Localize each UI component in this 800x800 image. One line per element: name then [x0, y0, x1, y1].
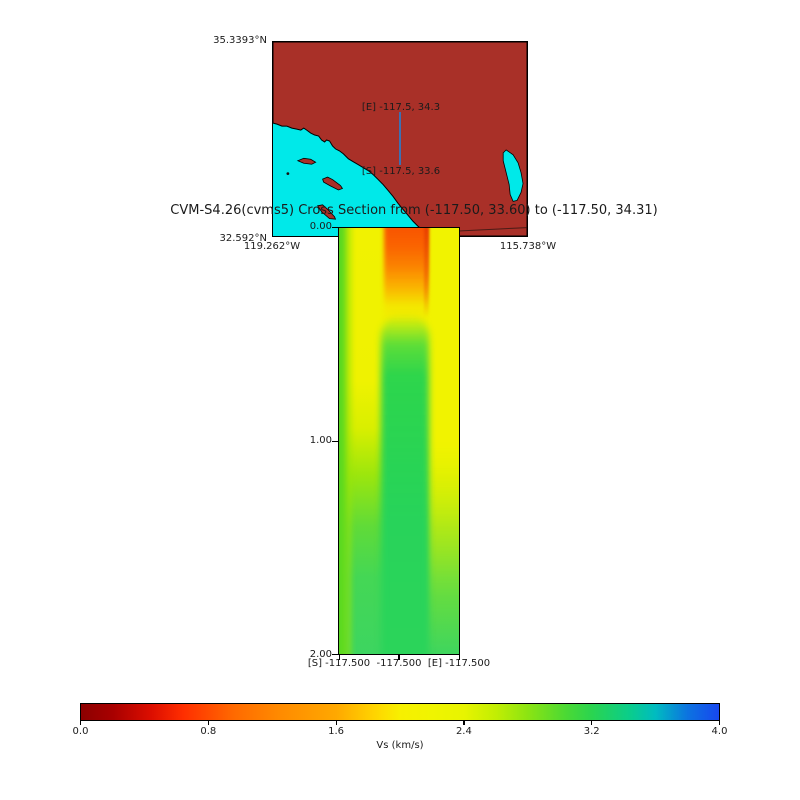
map-lon-right-label: 115.738°W	[499, 241, 557, 252]
colorbar-tick-label-3: 2.4	[455, 726, 472, 737]
ytick-label-1: 1.00	[309, 435, 332, 446]
heatmap-left-green-column	[339, 228, 355, 654]
island-catalina	[322, 176, 344, 191]
xtick-mark-middle	[398, 655, 400, 660]
xtick-label-end: [E] -117.500	[427, 657, 491, 669]
colorbar-tick-label-2: 1.6	[328, 726, 345, 737]
section-end-label: [E] -117.5, 34.3	[361, 102, 441, 113]
colorbar-tick-0	[80, 721, 82, 725]
ytick-mark-0	[332, 227, 338, 229]
ytick-label-0: 0.00	[309, 221, 332, 232]
island-san-clemente	[316, 204, 337, 220]
colorbar-tick-5	[719, 721, 721, 725]
island-north-channel	[296, 157, 317, 165]
colorbar-gradient	[80, 703, 720, 721]
ytick-label-2: 2.00	[309, 648, 332, 660]
heatmap-right-yellow-column	[427, 228, 459, 654]
colorbar-tick-4	[591, 721, 593, 725]
figure-title: CVM-S4.26(cvms5) Cross Section from (-11…	[170, 203, 658, 218]
coastline-detail-line	[458, 227, 527, 232]
heatmap-low-velocity-streak	[424, 228, 429, 317]
xtick-label-start: [S] -117.500	[307, 657, 371, 669]
colorbar-tick-2	[335, 721, 337, 725]
island-small-dot	[286, 172, 290, 176]
colorbar-tick-label-0: 0.0	[72, 726, 89, 737]
ytick-mark-2	[332, 654, 338, 656]
colorbar-axis-label: Vs (km/s)	[376, 740, 424, 751]
map-lat-top-label: 35.3393°N	[213, 35, 267, 46]
colorbar-tick-label-4: 3.2	[583, 726, 600, 737]
ytick-mark-1	[332, 440, 338, 442]
cross-section-heatmap	[338, 227, 460, 655]
inland-sea	[502, 149, 524, 202]
colorbar-tick-label-1: 0.8	[200, 726, 217, 737]
heatmap-center-green-column	[381, 314, 429, 654]
colorbar-tick-1	[207, 721, 209, 725]
map-lon-left-label: 119.262°W	[243, 241, 301, 252]
cross-section-track-line	[399, 112, 402, 165]
map-lat-bottom-label: 32.592°N	[219, 233, 267, 244]
section-start-label: [S] -117.5, 33.6	[361, 166, 441, 177]
colorbar-tick-3	[463, 721, 465, 725]
xtick-label-middle: -117.500	[376, 657, 422, 669]
colorbar-tick-label-5: 4.0	[711, 726, 728, 737]
xtick-mark-start	[338, 655, 340, 660]
location-map: [E] -117.5, 34.3 [S] -117.5, 33.6	[272, 41, 528, 237]
heatmap-low-velocity-plume	[384, 228, 428, 326]
xtick-mark-end	[458, 655, 461, 660]
